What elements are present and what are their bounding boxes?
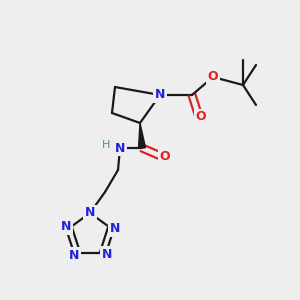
Text: O: O — [208, 70, 218, 83]
Text: N: N — [69, 249, 79, 262]
Text: N: N — [61, 220, 71, 233]
Text: N: N — [115, 142, 125, 154]
Text: N: N — [110, 222, 120, 235]
Text: N: N — [155, 88, 165, 101]
Text: N: N — [85, 206, 95, 220]
Text: O: O — [196, 110, 206, 124]
Text: O: O — [160, 151, 170, 164]
Text: N: N — [102, 248, 112, 261]
Text: H: H — [102, 140, 110, 150]
Polygon shape — [139, 123, 145, 148]
